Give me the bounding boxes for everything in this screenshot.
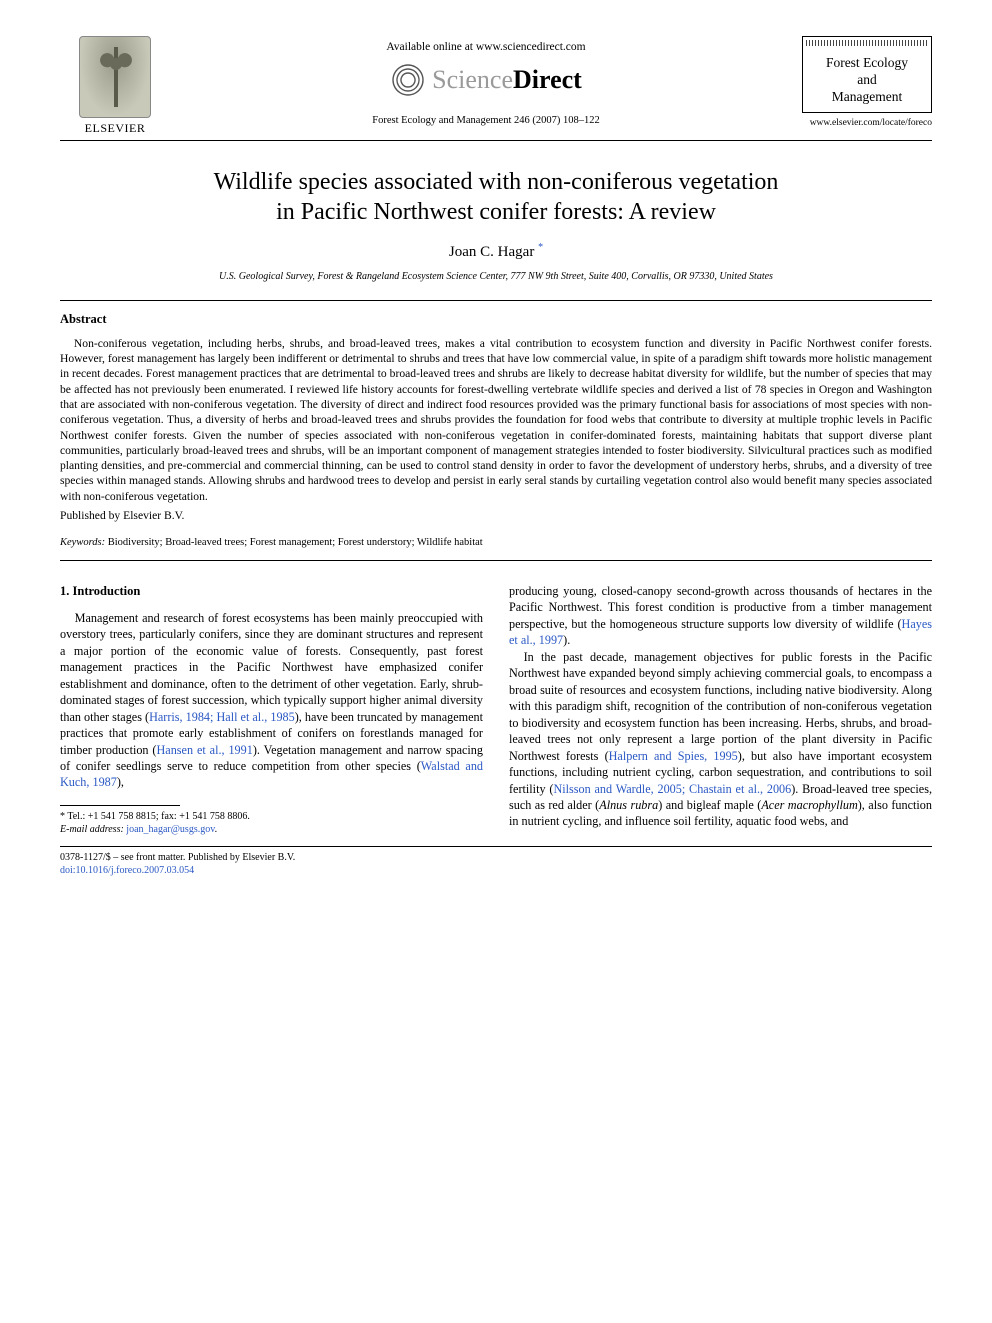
author-email[interactable]: joan_hagar@usgs.gov: [126, 824, 214, 835]
two-column-body: 1. Introduction Management and research …: [60, 583, 932, 836]
intro-para-2: In the past decade, management objective…: [509, 649, 932, 830]
bottom-rule: [60, 846, 932, 847]
published-by: Published by Elsevier B.V.: [60, 508, 932, 524]
author-corresponding-link[interactable]: *: [538, 244, 543, 260]
sciencedirect-swirl-icon: [390, 62, 426, 98]
intro-heading: 1. Introduction: [60, 583, 483, 600]
journal-block: Forest Ecology and Management www.elsevi…: [802, 36, 932, 129]
footnote-tel: * Tel.: +1 541 758 8815; fax: +1 541 758…: [60, 810, 483, 823]
affiliation: U.S. Geological Survey, Forest & Rangela…: [60, 270, 932, 284]
journal-url: www.elsevier.com/locate/foreco: [802, 117, 932, 130]
left-column: 1. Introduction Management and research …: [60, 583, 483, 836]
keywords-list: Biodiversity; Broad-leaved trees; Forest…: [108, 537, 483, 548]
copyright-block: 0378-1127/$ – see front matter. Publishe…: [60, 851, 932, 877]
species-alnus: Alnus rubra: [599, 798, 658, 812]
page: ELSEVIER Available online at www.science…: [0, 0, 992, 907]
doi-link[interactable]: doi:10.1016/j.foreco.2007.03.054: [60, 864, 932, 877]
journal-name-line3: Management: [809, 89, 925, 106]
article-title: Wildlife species associated with non-con…: [60, 167, 932, 227]
sciencedirect-wordmark: ScienceDirect: [432, 62, 582, 97]
keywords-label: Keywords:: [60, 537, 105, 548]
abstract-body: Non-coniferous vegetation, including her…: [60, 336, 932, 504]
sd-bold: Direct: [513, 65, 582, 94]
email-label: E-mail address:: [60, 824, 124, 835]
journal-name-line2: and: [809, 72, 925, 89]
citation-line: Forest Ecology and Management 246 (2007)…: [170, 114, 802, 128]
publisher-logo-block: ELSEVIER: [60, 36, 170, 136]
journal-box: Forest Ecology and Management: [802, 36, 932, 113]
species-acer: Acer macrophyllum: [761, 798, 857, 812]
header-rule: [60, 140, 932, 141]
citation-halpern[interactable]: Halpern and Spies, 1995: [609, 749, 738, 763]
citation-hansen[interactable]: Hansen et al., 1991: [157, 743, 253, 757]
author-line: Joan C. Hagar *: [60, 241, 932, 262]
copyright-line: 0378-1127/$ – see front matter. Publishe…: [60, 851, 932, 864]
journal-name-line1: Forest Ecology: [809, 55, 925, 72]
abstract-top-rule: [60, 300, 932, 301]
publisher-label: ELSEVIER: [60, 120, 170, 136]
available-online-line: Available online at www.sciencedirect.co…: [170, 40, 802, 56]
keywords-line: Keywords: Biodiversity; Broad-leaved tre…: [60, 536, 932, 550]
elsevier-tree-icon: [79, 36, 151, 118]
sd-light: Science: [432, 65, 513, 94]
footnote-email-line: E-mail address: joan_hagar@usgs.gov.: [60, 823, 483, 836]
abstract-heading: Abstract: [60, 311, 932, 328]
right-column: producing young, closed-canopy second-gr…: [509, 583, 932, 836]
citation-harris-hall[interactable]: Harris, 1984; Hall et al., 1985: [149, 710, 295, 724]
header-row: ELSEVIER Available online at www.science…: [60, 36, 932, 136]
title-line2: in Pacific Northwest conifer forests: A …: [276, 199, 716, 225]
intro-para-1: Management and research of forest ecosys…: [60, 610, 483, 791]
author-marker: *: [538, 242, 543, 253]
title-line1: Wildlife species associated with non-con…: [214, 169, 779, 195]
corresponding-footnote: * Tel.: +1 541 758 8815; fax: +1 541 758…: [60, 810, 483, 836]
author-name: Joan C. Hagar: [449, 244, 534, 260]
intro-para-1-cont: producing young, closed-canopy second-gr…: [509, 583, 932, 649]
center-header: Available online at www.sciencedirect.co…: [170, 36, 802, 128]
citation-nilsson[interactable]: Nilsson and Wardle, 2005; Chastain et al…: [553, 782, 791, 796]
footnote-rule: [60, 805, 180, 806]
abstract-bottom-rule: [60, 560, 932, 561]
sciencedirect-logo: ScienceDirect: [390, 62, 582, 98]
